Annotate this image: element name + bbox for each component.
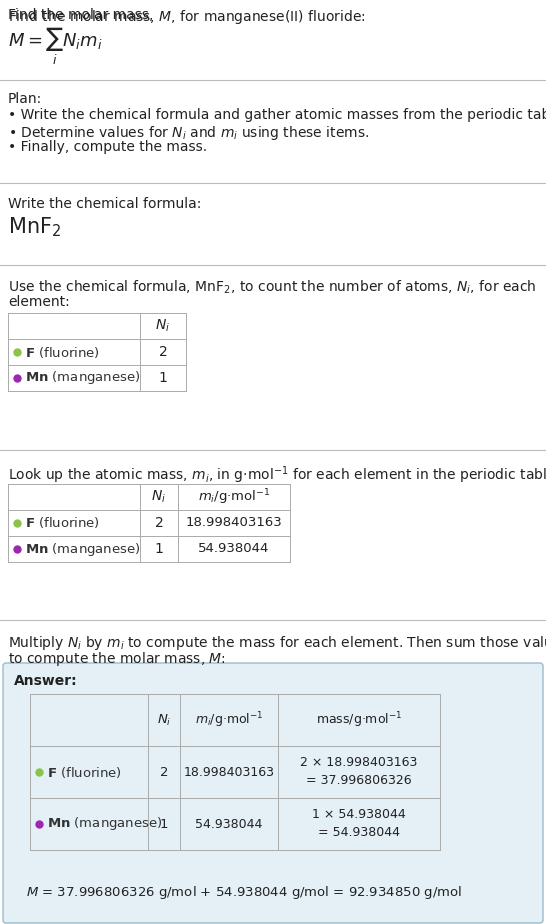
Text: • Write the chemical formula and gather atomic masses from the periodic table.: • Write the chemical formula and gather … xyxy=(8,108,546,122)
Text: $\bf{F}$ (fluorine): $\bf{F}$ (fluorine) xyxy=(25,345,100,359)
Text: = 54.938044: = 54.938044 xyxy=(318,826,400,840)
Text: $N_i$: $N_i$ xyxy=(151,489,167,505)
Text: = 37.996806326: = 37.996806326 xyxy=(306,774,412,787)
Text: to compute the molar mass, $M$:: to compute the molar mass, $M$: xyxy=(8,650,226,668)
Text: 2: 2 xyxy=(159,345,168,359)
Text: mass/g·mol$^{-1}$: mass/g·mol$^{-1}$ xyxy=(316,711,402,730)
Text: $M = \sum_i N_i m_i$: $M = \sum_i N_i m_i$ xyxy=(8,26,103,67)
FancyBboxPatch shape xyxy=(3,663,543,923)
Text: $N_i$: $N_i$ xyxy=(156,318,170,334)
Text: 18.998403163: 18.998403163 xyxy=(183,765,275,779)
Text: $\bf{Mn}$ (manganese): $\bf{Mn}$ (manganese) xyxy=(25,541,140,557)
Text: 1: 1 xyxy=(155,542,163,556)
Text: $\bf{F}$ (fluorine): $\bf{F}$ (fluorine) xyxy=(25,516,100,530)
Text: Write the chemical formula:: Write the chemical formula: xyxy=(8,197,201,211)
Text: $\bf{Mn}$ (manganese): $\bf{Mn}$ (manganese) xyxy=(25,370,140,386)
Text: $m_i$/g·mol$^{-1}$: $m_i$/g·mol$^{-1}$ xyxy=(195,711,263,730)
Text: $\mathregular{MnF_2}$: $\mathregular{MnF_2}$ xyxy=(8,215,61,238)
Text: Look up the atomic mass, $m_i$, in g·mol$^{-1}$ for each element in the periodic: Look up the atomic mass, $m_i$, in g·mol… xyxy=(8,464,546,486)
Text: Multiply $N_i$ by $m_i$ to compute the mass for each element. Then sum those val: Multiply $N_i$ by $m_i$ to compute the m… xyxy=(8,634,546,652)
Text: 2 × 18.998403163: 2 × 18.998403163 xyxy=(300,757,418,770)
Text: 1: 1 xyxy=(160,818,168,831)
Text: Find the molar mass, $M$, for manganese(II) fluoride:: Find the molar mass, $M$, for manganese(… xyxy=(8,8,366,26)
Text: Plan:: Plan: xyxy=(8,92,42,106)
Text: $N_i$: $N_i$ xyxy=(157,712,171,727)
Text: • Finally, compute the mass.: • Finally, compute the mass. xyxy=(8,140,207,154)
Text: $\bf{F}$ (fluorine): $\bf{F}$ (fluorine) xyxy=(47,764,122,780)
Text: $m_i$/g·mol$^{-1}$: $m_i$/g·mol$^{-1}$ xyxy=(198,487,270,506)
Text: 2: 2 xyxy=(155,516,163,530)
Text: 54.938044: 54.938044 xyxy=(198,542,270,555)
Text: Answer:: Answer: xyxy=(14,674,78,688)
Text: Use the chemical formula, $\mathrm{MnF_2}$, to count the number of atoms, $N_i$,: Use the chemical formula, $\mathrm{MnF_2… xyxy=(8,279,537,297)
Text: 1 × 54.938044: 1 × 54.938044 xyxy=(312,808,406,821)
Text: $M$ = 37.996806326 g/mol + 54.938044 g/mol = 92.934850 g/mol: $M$ = 37.996806326 g/mol + 54.938044 g/m… xyxy=(26,884,462,901)
Text: 18.998403163: 18.998403163 xyxy=(186,517,282,529)
Text: 1: 1 xyxy=(158,371,168,385)
Text: 54.938044: 54.938044 xyxy=(195,818,263,831)
Text: 2: 2 xyxy=(160,765,168,779)
Text: $\bf{Mn}$ (manganese): $\bf{Mn}$ (manganese) xyxy=(47,816,163,833)
Text: • Determine values for $N_i$ and $m_i$ using these items.: • Determine values for $N_i$ and $m_i$ u… xyxy=(8,124,369,142)
Text: Find the molar mass,: Find the molar mass, xyxy=(8,8,158,22)
Text: element:: element: xyxy=(8,295,70,309)
